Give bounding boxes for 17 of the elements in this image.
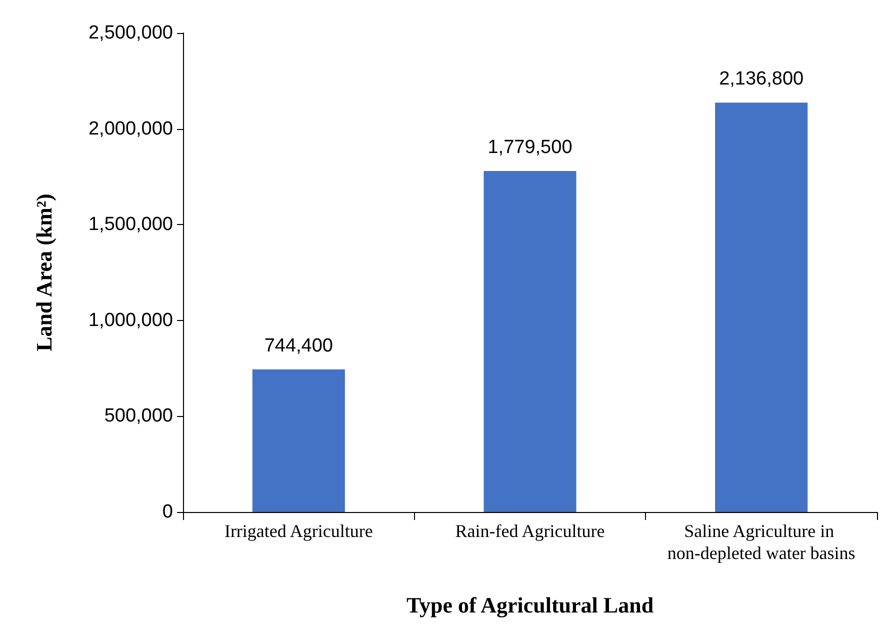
bar	[715, 102, 808, 512]
x-tick-label: Saline Agriculture in non-depleted water basins	[667, 521, 856, 563]
y-tick-label: 1,000,000	[88, 310, 173, 331]
y-tick-label: 2,000,000	[88, 118, 173, 140]
y-tick-label: 1,500,000	[88, 214, 173, 236]
y-axis-title: Land Area (km²)	[32, 194, 56, 352]
data-label: 744,400	[264, 335, 334, 356]
y-tick-label: 2,500,000	[88, 22, 173, 44]
data-label: 1,779,500	[488, 137, 572, 158]
y-tick-label: 0	[162, 502, 173, 522]
y-tick-label: 500,000	[104, 406, 173, 427]
x-axis-title: Type of Agricultural Land	[406, 592, 654, 618]
x-tick-label: Rain-fed Agriculture	[455, 521, 605, 541]
data-label: 2,136,800	[719, 68, 804, 90]
bar	[252, 369, 345, 512]
x-tick-label: Irrigated Agriculture	[224, 521, 373, 541]
bar	[484, 171, 576, 512]
